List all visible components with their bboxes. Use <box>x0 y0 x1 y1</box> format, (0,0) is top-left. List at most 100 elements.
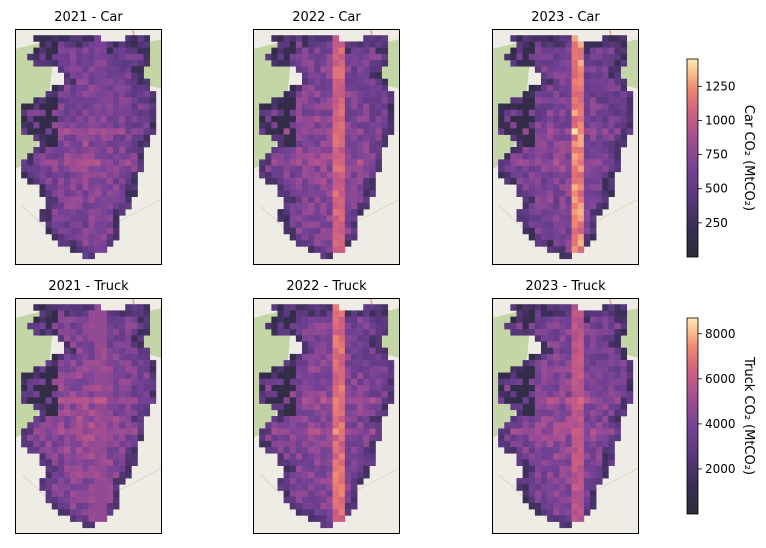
heatmap-cell <box>70 109 77 117</box>
heatmap-cell <box>614 409 621 417</box>
heatmap-cell <box>113 196 120 204</box>
heatmap-cell <box>559 178 566 185</box>
heatmap-cell <box>106 329 114 336</box>
panel-title: 2022 - Car <box>292 10 361 25</box>
heatmap-cell <box>344 221 352 229</box>
heatmap-cell <box>320 47 327 55</box>
heatmap-cell <box>626 384 634 392</box>
heatmap-cell <box>547 372 554 380</box>
heatmap-cell <box>51 409 59 417</box>
heatmap-cell <box>326 227 333 235</box>
heatmap-cell <box>119 347 126 355</box>
heatmap-cell <box>516 140 523 148</box>
heatmap-cell <box>363 66 370 73</box>
heatmap-cell <box>320 341 327 348</box>
heatmap-cell <box>88 515 95 522</box>
heatmap-cell <box>64 428 71 435</box>
heatmap-cell <box>295 122 303 129</box>
heatmap-cell <box>516 447 523 454</box>
heatmap-cell <box>283 310 291 317</box>
heatmap-cell <box>82 41 89 48</box>
heatmap-cell <box>559 409 566 417</box>
heatmap-cell <box>338 409 346 417</box>
heatmap-cell <box>320 78 327 86</box>
heatmap-cell <box>602 372 609 380</box>
heatmap-cell <box>596 459 603 466</box>
heatmap-cell <box>106 153 114 160</box>
heatmap-cell <box>51 403 59 411</box>
heatmap-cell <box>547 196 554 204</box>
heatmap-cell <box>94 428 102 435</box>
heatmap-cell <box>608 403 615 411</box>
heatmap-cell <box>51 153 59 160</box>
heatmap-cell <box>332 122 340 129</box>
heatmap-cell <box>70 190 77 197</box>
heatmap-cell <box>119 122 126 129</box>
heatmap-cell <box>571 310 579 317</box>
heatmap-cell <box>528 159 536 166</box>
heatmap-cell <box>577 159 585 166</box>
heatmap-cell <box>302 227 309 235</box>
heatmap-cell <box>64 409 71 417</box>
heatmap-cell <box>295 372 303 380</box>
heatmap-cell <box>82 215 89 222</box>
heatmap-cell <box>88 215 95 222</box>
heatmap-cell <box>289 221 297 229</box>
heatmap-cell <box>308 447 315 454</box>
heatmap-cell <box>614 122 621 129</box>
heatmap-cell <box>21 109 28 117</box>
heatmap-cell <box>51 109 59 117</box>
heatmap-cell <box>320 147 327 154</box>
heatmap-cell <box>277 384 284 392</box>
heatmap-cell <box>614 397 621 404</box>
heatmap-cell <box>125 422 132 429</box>
heatmap-cell <box>100 316 108 324</box>
heatmap-cell <box>45 153 53 160</box>
heatmap-cell <box>516 310 523 317</box>
heatmap-cell <box>119 403 126 411</box>
heatmap-cell <box>369 165 376 173</box>
heatmap-cell <box>137 304 144 311</box>
heatmap-cell <box>308 66 315 73</box>
heatmap-cell <box>602 122 609 129</box>
heatmap-cell <box>357 190 364 197</box>
heatmap-cell <box>332 509 340 516</box>
heatmap-cell <box>320 440 327 448</box>
heatmap-cell <box>351 128 358 135</box>
heatmap-cell <box>45 196 53 204</box>
heatmap-cell <box>608 397 615 404</box>
heatmap-cell <box>534 209 542 216</box>
heatmap-cell <box>559 459 566 466</box>
heatmap-cell <box>614 78 621 86</box>
heatmap-cell <box>76 484 83 491</box>
heatmap-cell <box>541 347 548 355</box>
heatmap-cell <box>338 341 346 348</box>
heatmap-cell <box>113 316 120 324</box>
heatmap-cell <box>381 353 389 361</box>
heatmap-cell <box>541 227 548 235</box>
heatmap-cell <box>363 397 370 404</box>
heatmap-cell <box>565 459 572 466</box>
heatmap-cell <box>113 310 120 317</box>
heatmap-cell <box>277 134 284 142</box>
heatmap-cell <box>381 78 389 86</box>
heatmap-cell <box>590 353 597 361</box>
heatmap-cell <box>338 453 346 460</box>
heatmap-cell <box>137 60 144 67</box>
heatmap-cell <box>33 171 40 179</box>
heatmap-cell <box>363 453 370 460</box>
heatmap-cell <box>143 316 151 324</box>
heatmap-cell <box>596 316 603 324</box>
heatmap-cell <box>113 147 120 154</box>
heatmap-cell <box>119 140 126 148</box>
heatmap-cell <box>308 391 315 398</box>
heatmap-cell <box>326 47 333 55</box>
heatmap-cell <box>357 403 364 411</box>
heatmap-cell <box>387 103 395 111</box>
heatmap-cell <box>113 391 120 398</box>
heatmap-cell <box>375 41 382 48</box>
heatmap-cell <box>577 221 585 229</box>
heatmap-cell <box>125 84 132 92</box>
heatmap-cell <box>320 447 327 454</box>
heatmap-cell <box>351 202 358 210</box>
